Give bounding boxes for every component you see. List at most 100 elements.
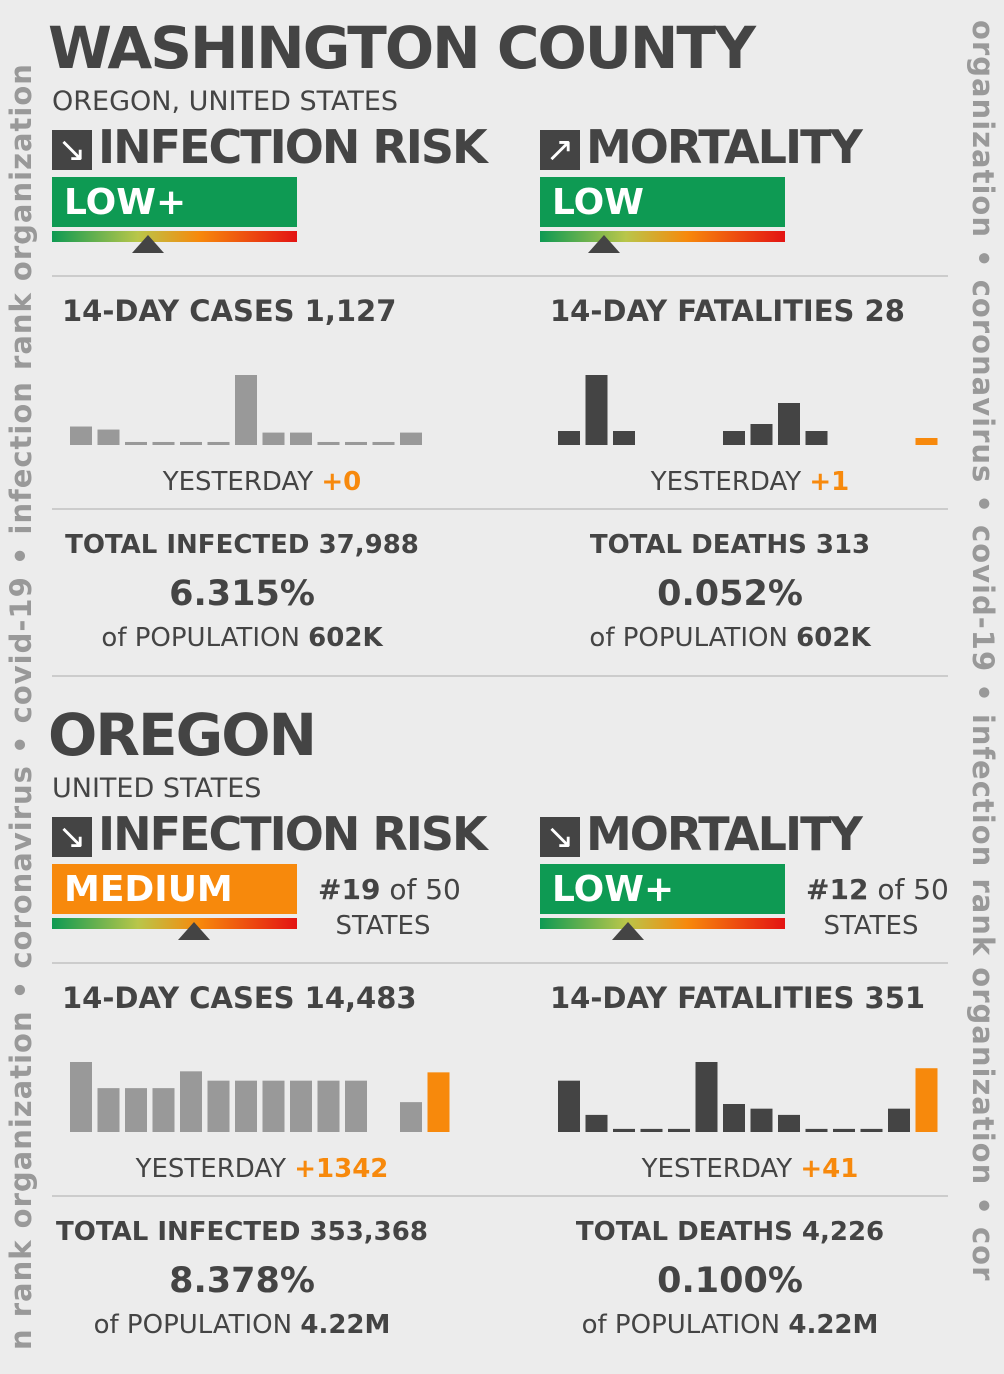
- total: TOTAL DEATHS 313: [540, 530, 920, 560]
- stat-heading: 14-DAY FATALITIES 351: [550, 981, 925, 1015]
- yesterday-value: +1: [809, 467, 850, 497]
- risk-level: LOW: [540, 177, 785, 227]
- population-label: of POPULATION: [589, 623, 788, 653]
- stat-value: 351: [864, 981, 926, 1015]
- divider: [530, 508, 948, 510]
- risk-level: LOW+: [540, 864, 785, 914]
- total-label: TOTAL DEATHS: [589, 530, 807, 560]
- bar: [207, 441, 230, 445]
- bar: [750, 1108, 773, 1132]
- population-label: of POPULATION: [101, 623, 300, 653]
- stat-value: 14,483: [304, 981, 417, 1015]
- population: of POPULATION 602K: [540, 623, 920, 653]
- section: WASHINGTON COUNTY OREGON, UNITED STATES ↘ I…: [48, 0, 960, 687]
- percent: 8.378%: [169, 1261, 315, 1301]
- bar: [833, 1128, 855, 1132]
- rank-of: of 50: [877, 873, 949, 906]
- bar: [152, 1088, 175, 1132]
- population-value: 602K: [308, 623, 383, 653]
- bar: [613, 431, 635, 445]
- percent: 0.100%: [657, 1261, 803, 1301]
- population: of POPULATION 4.22M: [540, 1310, 920, 1340]
- yesterday-label: YESTERDAY: [641, 1154, 793, 1184]
- total: TOTAL INFECTED 37,988: [52, 530, 432, 560]
- section-title: OREGON: [48, 701, 317, 769]
- bar: [778, 403, 800, 445]
- gauge-pointer: [612, 922, 644, 940]
- panel-heading: INFECTION RISK: [98, 120, 488, 174]
- bar: [400, 432, 422, 445]
- stat-value: 1,127: [304, 294, 397, 328]
- bar: [345, 1080, 367, 1132]
- gauge-pointer: [588, 235, 620, 253]
- bar: [723, 1104, 745, 1132]
- bar: [207, 1080, 230, 1132]
- gauge-pointer: [132, 235, 164, 253]
- bar: [345, 441, 367, 445]
- section: OREGON UNITED STATES ↘ INFECTION RISK MEDIUM…: [0, 687, 1004, 1374]
- panel: ↗ MORTALITY LOW 14-DAY FATALITIES 28 YESTERD…: [530, 0, 960, 687]
- yesterday-value: +0: [321, 467, 362, 497]
- population-value: 4.22M: [788, 1310, 879, 1340]
- bar: [262, 1080, 285, 1132]
- total-value: 37,988: [318, 530, 419, 560]
- panel-heading: MORTALITY: [586, 807, 863, 861]
- risk-gauge: [540, 918, 785, 929]
- bar: [640, 1128, 663, 1132]
- bar: [778, 1114, 800, 1132]
- bar-chart: [70, 375, 422, 445]
- divider: [52, 508, 540, 510]
- stat-label: 14-DAY CASES: [62, 294, 295, 328]
- stat-value: 28: [864, 294, 905, 328]
- divider: [52, 675, 540, 677]
- yesterday: YESTERDAY +1: [560, 467, 940, 497]
- yesterday: YESTERDAY +1342: [72, 1154, 452, 1184]
- bar-chart: [558, 375, 938, 445]
- stat-label: 14-DAY FATALITIES: [550, 981, 855, 1015]
- total-label: TOTAL DEATHS: [575, 1217, 793, 1247]
- bar-chart: [558, 1062, 938, 1132]
- risk-level: MEDIUM: [52, 864, 297, 914]
- divider: [530, 675, 948, 677]
- yesterday-label: YESTERDAY: [650, 467, 802, 497]
- total: TOTAL INFECTED 353,368: [52, 1217, 432, 1247]
- divider: [52, 962, 540, 964]
- bar: [180, 1071, 202, 1132]
- total-label: TOTAL INFECTED: [65, 530, 310, 560]
- bar: [915, 438, 938, 445]
- divider: [530, 275, 948, 277]
- risk-gauge: [52, 918, 297, 929]
- bar: [317, 441, 340, 445]
- bar: [152, 441, 175, 445]
- yesterday-value: +1342: [294, 1154, 389, 1184]
- bar: [585, 1114, 608, 1132]
- population-label: of POPULATION: [93, 1310, 293, 1340]
- total-label: TOTAL INFECTED: [56, 1217, 301, 1247]
- population-value: 4.22M: [300, 1310, 391, 1340]
- trend-arrow: ↗: [540, 130, 580, 170]
- bar: [317, 1080, 340, 1132]
- bar: [97, 1088, 120, 1132]
- bar: [558, 1080, 580, 1132]
- population-value: 602K: [796, 623, 871, 653]
- rank: #12 of 50: [806, 873, 949, 906]
- panel: ↘ INFECTION RISK LOW+ 14-DAY CASES 1,127 YES…: [52, 0, 540, 687]
- bar-chart: [70, 1062, 450, 1132]
- total-value: 353,368: [309, 1217, 428, 1247]
- population-label: of POPULATION: [581, 1310, 781, 1340]
- bar: [915, 1068, 938, 1132]
- rank-number: #19: [318, 873, 381, 906]
- yesterday-label: YESTERDAY: [162, 467, 314, 497]
- rank: #19 of 50: [318, 873, 461, 906]
- bar: [695, 1062, 718, 1132]
- bar: [427, 1072, 450, 1132]
- population: of POPULATION 4.22M: [52, 1310, 432, 1340]
- bar: [805, 431, 828, 445]
- total: TOTAL DEATHS 4,226: [540, 1217, 920, 1247]
- bar: [125, 1088, 147, 1132]
- divider: [530, 1195, 948, 1197]
- stat-label: 14-DAY FATALITIES: [550, 294, 855, 328]
- trend-arrow: ↘: [52, 130, 92, 170]
- bar: [235, 1080, 257, 1132]
- bar: [70, 1062, 92, 1132]
